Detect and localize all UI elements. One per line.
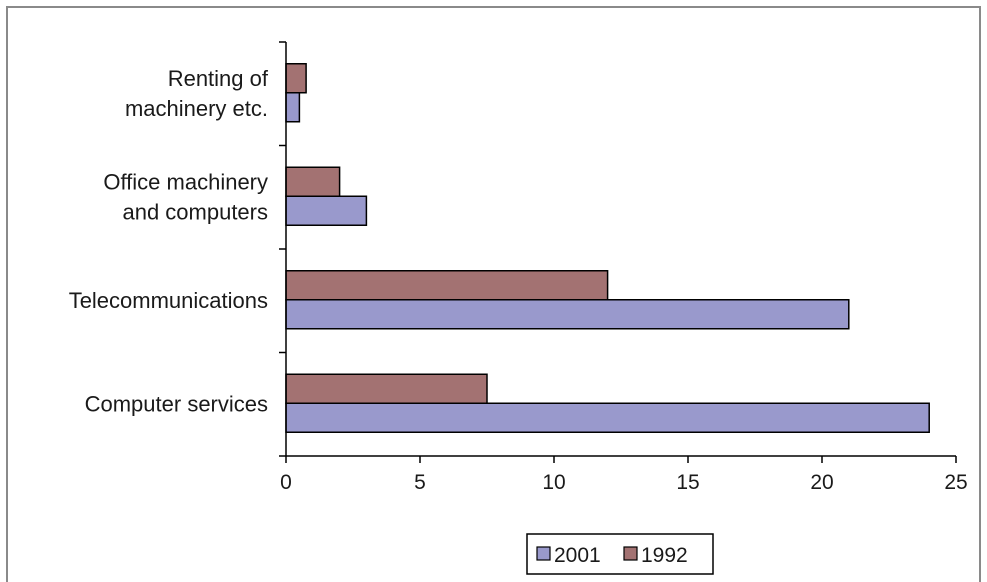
bar-2001-2 bbox=[285, 195, 368, 226]
bar-1992-0 bbox=[285, 373, 488, 404]
category-label: Computer services bbox=[85, 391, 268, 416]
legend-label-2001: 2001 bbox=[554, 544, 601, 567]
bar-1992-3 bbox=[285, 63, 307, 94]
x-tick-label: 20 bbox=[810, 471, 833, 494]
bar-1992-1 bbox=[285, 270, 609, 301]
category-label: Telecommunications bbox=[69, 288, 268, 313]
x-tick-label: 25 bbox=[944, 471, 967, 494]
legend-label-1992: 1992 bbox=[641, 544, 688, 567]
category-label: machinery etc. bbox=[125, 96, 268, 121]
bar-1992-2 bbox=[285, 166, 341, 197]
x-tick-label: 5 bbox=[414, 471, 426, 494]
bar-2001-0 bbox=[285, 402, 930, 433]
category-label: and computers bbox=[122, 199, 268, 224]
x-tick-label: 15 bbox=[676, 471, 699, 494]
x-tick-label: 0 bbox=[280, 471, 292, 494]
category-label: Office machinery bbox=[103, 169, 268, 194]
legend-swatch-2001 bbox=[536, 546, 551, 561]
legend-box bbox=[526, 533, 714, 575]
bar-2001-3 bbox=[285, 92, 301, 123]
bar-2001-1 bbox=[285, 299, 850, 330]
legend-swatch-1992 bbox=[623, 546, 638, 561]
x-tick-label: 10 bbox=[542, 471, 565, 494]
category-label: Renting of bbox=[168, 66, 269, 91]
